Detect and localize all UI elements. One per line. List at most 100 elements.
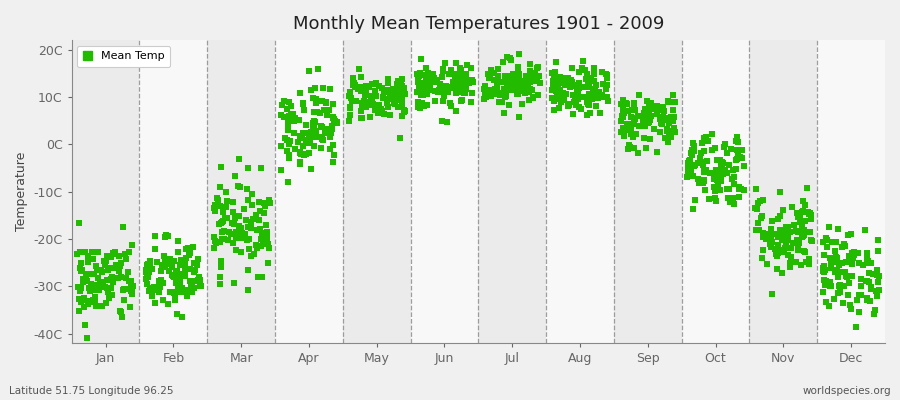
Point bbox=[567, 99, 581, 106]
Point bbox=[708, 169, 723, 175]
Point bbox=[74, 285, 88, 292]
Point bbox=[759, 236, 773, 242]
Point bbox=[76, 295, 91, 301]
Point bbox=[356, 98, 371, 104]
Point bbox=[257, 199, 272, 206]
Point bbox=[725, 176, 740, 183]
Point bbox=[98, 262, 112, 268]
Point bbox=[355, 74, 369, 80]
Point bbox=[386, 91, 400, 98]
Point bbox=[586, 91, 600, 97]
Point bbox=[326, 100, 340, 107]
Point bbox=[90, 266, 104, 273]
Point bbox=[306, 143, 320, 149]
Point bbox=[368, 79, 382, 86]
Point bbox=[824, 254, 838, 261]
Point bbox=[327, 116, 341, 122]
Point bbox=[832, 282, 847, 288]
Point bbox=[482, 74, 497, 80]
Point bbox=[789, 237, 804, 243]
Point bbox=[231, 232, 246, 238]
Point bbox=[837, 283, 851, 289]
Point bbox=[595, 69, 609, 76]
Point bbox=[791, 210, 806, 217]
Point bbox=[553, 104, 567, 111]
Point bbox=[81, 301, 95, 308]
Point bbox=[413, 92, 428, 98]
Point bbox=[87, 297, 102, 304]
Point bbox=[381, 80, 395, 86]
Point bbox=[570, 96, 584, 102]
Point bbox=[707, 188, 722, 194]
Point bbox=[454, 96, 469, 103]
Point bbox=[691, 176, 706, 182]
Point bbox=[644, 100, 658, 107]
Point bbox=[148, 246, 162, 252]
Point bbox=[327, 120, 341, 126]
Point bbox=[259, 234, 274, 241]
Point bbox=[464, 99, 478, 105]
Point bbox=[140, 267, 154, 274]
Point bbox=[241, 224, 256, 230]
Point bbox=[102, 295, 116, 301]
Point bbox=[771, 234, 786, 240]
Point bbox=[854, 283, 868, 290]
Point bbox=[845, 261, 859, 268]
Legend: Mean Temp: Mean Temp bbox=[77, 46, 170, 67]
Point bbox=[396, 107, 410, 114]
Point bbox=[686, 206, 700, 212]
Bar bbox=[750, 40, 817, 343]
Point bbox=[837, 241, 851, 247]
Point bbox=[169, 268, 184, 274]
Point bbox=[391, 104, 405, 110]
Point bbox=[730, 156, 744, 163]
Point bbox=[854, 276, 868, 282]
Point bbox=[346, 82, 361, 88]
Point bbox=[327, 118, 341, 124]
Point bbox=[217, 228, 231, 234]
Point bbox=[580, 80, 595, 87]
Point bbox=[583, 110, 598, 116]
Point bbox=[105, 250, 120, 256]
Point bbox=[733, 154, 747, 160]
Point bbox=[705, 147, 719, 154]
Point bbox=[448, 78, 463, 85]
Point bbox=[713, 172, 727, 178]
Point bbox=[233, 225, 248, 231]
Point bbox=[163, 289, 177, 296]
Point bbox=[186, 285, 201, 291]
Point bbox=[177, 256, 192, 263]
Point bbox=[145, 292, 159, 299]
Point bbox=[304, 134, 319, 140]
Point bbox=[416, 80, 430, 86]
Point bbox=[510, 76, 525, 82]
Point bbox=[308, 85, 322, 91]
Point bbox=[714, 175, 728, 182]
Point bbox=[140, 272, 154, 278]
Point bbox=[297, 107, 311, 114]
Point bbox=[698, 148, 712, 154]
Point bbox=[412, 85, 427, 91]
Point bbox=[818, 282, 832, 288]
Point bbox=[824, 261, 838, 268]
Point bbox=[823, 282, 837, 289]
Point bbox=[681, 160, 696, 166]
Point bbox=[522, 88, 536, 94]
Point bbox=[320, 112, 335, 118]
Point bbox=[309, 128, 323, 134]
Point bbox=[501, 102, 516, 108]
Point bbox=[276, 113, 291, 120]
Point bbox=[72, 308, 86, 315]
Text: worldspecies.org: worldspecies.org bbox=[803, 386, 891, 396]
Point bbox=[574, 94, 589, 100]
Point bbox=[805, 237, 819, 243]
Point bbox=[788, 222, 802, 229]
Point bbox=[533, 79, 547, 86]
Point bbox=[569, 102, 583, 108]
Point bbox=[449, 71, 464, 78]
Point bbox=[779, 234, 794, 241]
Point bbox=[166, 273, 180, 280]
Bar bbox=[614, 40, 681, 343]
Point bbox=[281, 127, 295, 134]
Point bbox=[392, 96, 406, 103]
